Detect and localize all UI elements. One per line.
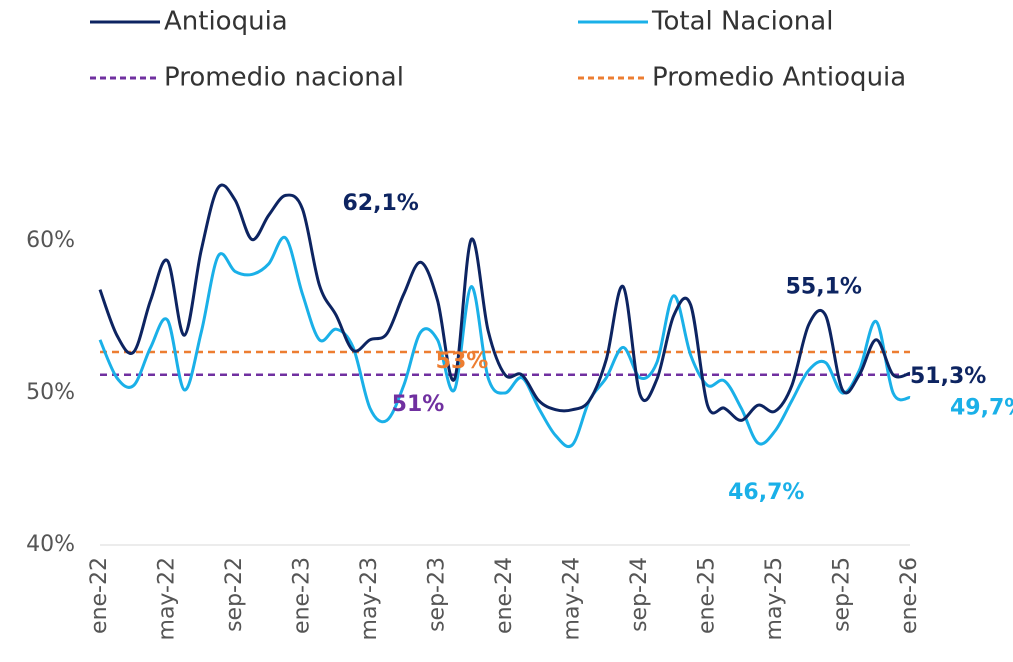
x-tick-label: may-22: [155, 557, 180, 640]
legend-label: Total Nacional: [651, 7, 833, 37]
x-tick-label: may-25: [762, 557, 787, 640]
legend-label: Promedio Antioquia: [652, 63, 906, 93]
series-line: [98, 183, 911, 422]
x-tick-label: ene-26: [897, 557, 922, 634]
x-tick-label: sep-25: [830, 557, 855, 632]
x-tick-label: may-23: [357, 557, 382, 640]
x-tick-label: ene-24: [492, 557, 517, 634]
legend-label: Antioquia: [164, 7, 288, 37]
data-label: 51,3%: [910, 364, 986, 389]
data-label: 62,1%: [343, 191, 419, 216]
x-tick-label: sep-23: [425, 557, 450, 632]
data-label: 51%: [392, 392, 445, 417]
y-tick-label: 40%: [26, 532, 75, 557]
data-label: 53%: [436, 349, 489, 374]
x-tick-label: ene-25: [695, 557, 720, 634]
data-label: 49,7%: [950, 396, 1013, 421]
x-tick-label: ene-23: [290, 557, 315, 634]
y-tick-label: 60%: [26, 228, 75, 253]
data-label: 55,1%: [786, 274, 862, 299]
x-tick-label: ene-22: [87, 557, 112, 634]
series-line: [98, 235, 911, 449]
y-tick-label: 50%: [26, 380, 75, 405]
x-tick-label: sep-24: [627, 557, 652, 632]
x-tick-label: may-24: [560, 557, 585, 640]
x-tick-label: sep-22: [222, 557, 247, 632]
legend-label: Promedio nacional: [164, 63, 404, 93]
data-label: 46,7%: [728, 480, 804, 505]
